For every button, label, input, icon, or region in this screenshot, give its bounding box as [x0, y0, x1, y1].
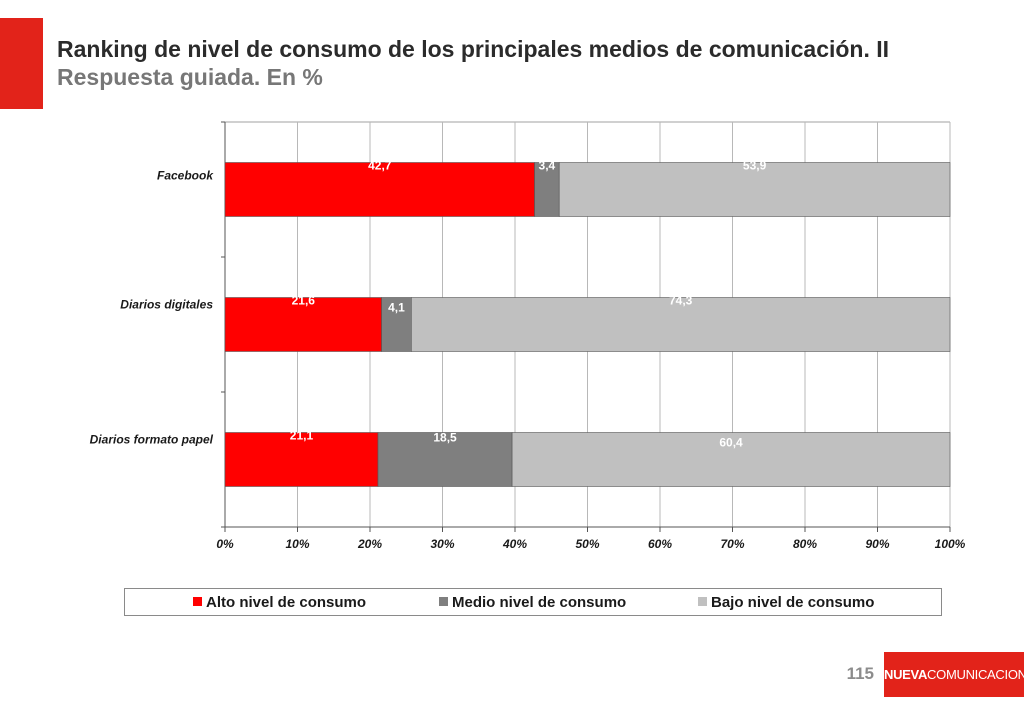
- data-label: 21,1: [290, 429, 314, 443]
- data-label: 21,6: [292, 294, 316, 308]
- data-label: 3,4: [539, 159, 556, 173]
- bar-segment: [381, 297, 412, 352]
- category-label: Diarios formato papel: [90, 433, 214, 447]
- x-tick-label: 50%: [575, 537, 599, 551]
- x-tick-label: 80%: [793, 537, 817, 551]
- bar-segment: [511, 432, 951, 487]
- data-label: 4,1: [388, 301, 405, 315]
- brand-logo: NUEVACOMUNICACION: [884, 652, 1024, 697]
- x-tick-label: 40%: [502, 537, 527, 551]
- category-label: Diarios digitales: [120, 298, 213, 312]
- legend-swatch-alto: [193, 597, 202, 606]
- legend-swatch-bajo: [698, 597, 707, 606]
- data-label: 60,4: [719, 436, 743, 450]
- category-label: Facebook: [157, 169, 214, 183]
- legend-item-alto: Alto nivel de consumo: [193, 594, 366, 611]
- accent-block: [0, 18, 43, 109]
- x-tick-label: 20%: [357, 537, 382, 551]
- page-number: 115: [846, 664, 874, 683]
- legend-item-medio: Medio nivel de consumo: [439, 594, 626, 611]
- bar-segment: [534, 162, 560, 217]
- slide-subtitle: Respuesta guiada. En %: [57, 64, 323, 90]
- bar-segment: [377, 432, 513, 487]
- bar-segment: [224, 432, 379, 487]
- data-label: 18,5: [433, 431, 457, 445]
- legend-item-bajo: Bajo nivel de consumo: [698, 594, 874, 611]
- data-label: 53,9: [743, 159, 767, 173]
- bar-segment: [224, 297, 382, 352]
- data-label: 42,7: [368, 159, 392, 173]
- x-tick-label: 30%: [430, 537, 454, 551]
- x-tick-label: 90%: [865, 537, 889, 551]
- data-label: 74,3: [669, 294, 693, 308]
- bar-segment: [224, 162, 535, 217]
- x-tick-label: 0%: [216, 537, 234, 551]
- x-tick-label: 10%: [285, 537, 309, 551]
- chart-legend: Alto nivel de consumo Medio nivel de con…: [124, 588, 942, 616]
- x-tick-label: 60%: [648, 537, 672, 551]
- bar-segment: [411, 297, 951, 352]
- bar-segment: [558, 162, 951, 217]
- x-tick-label: 100%: [935, 537, 966, 551]
- slide-title: Ranking de nivel de consumo de los princ…: [57, 36, 890, 62]
- x-tick-label: 70%: [720, 537, 744, 551]
- legend-swatch-medio: [439, 597, 448, 606]
